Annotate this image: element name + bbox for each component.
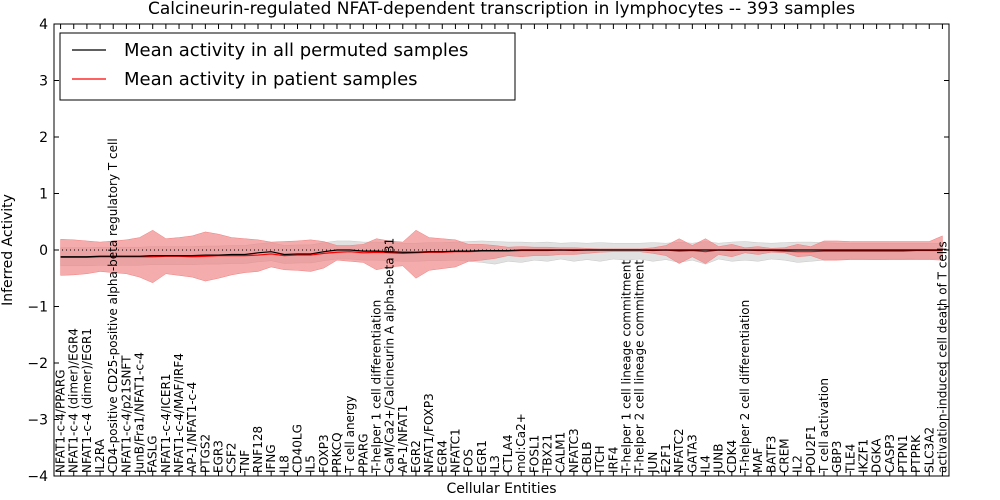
- y-tick-label: 4: [39, 17, 48, 33]
- x-tick-label: CSF2: [225, 442, 239, 473]
- x-tick-label: JUN: [646, 452, 660, 474]
- x-tick-label: E2F1: [659, 443, 673, 473]
- x-tick-label: CREM: [777, 438, 791, 473]
- x-tick-label: FASLG: [146, 435, 160, 473]
- legend-box: [59, 32, 516, 101]
- x-tick-label: IL8: [277, 455, 291, 473]
- y-tick-label: 1: [39, 187, 48, 203]
- x-tick-label: NFAT1-c-4 (dimer)/EGR1: [80, 328, 94, 473]
- x-tick-label: NFATC1: [448, 428, 462, 473]
- x-tick-label: FOS: [462, 449, 476, 473]
- x-tick-label: IL4: [699, 455, 713, 473]
- x-tick-label: RNF128: [251, 426, 265, 473]
- x-tick-label: T-helper 1 cell lineage commitment: [620, 260, 634, 474]
- x-tick-label: IL2RA: [93, 438, 107, 473]
- x-tick-label: NFAT1/FOXP3: [422, 393, 436, 473]
- x-tick-label: MAF: [751, 447, 765, 473]
- x-tick-label: DGKA: [870, 438, 884, 473]
- legend: Mean activity in all permuted samples Me…: [59, 32, 516, 101]
- x-tick-label: CD4-positive CD25-positive alpha-beta re…: [106, 138, 120, 473]
- y-tick-label: −4: [27, 469, 48, 485]
- x-tick-label: T cell anergy: [343, 396, 357, 474]
- series-lines: [60, 249, 943, 258]
- x-tick-label: NFATC2: [672, 428, 686, 473]
- x-tick-label: JUNB: [712, 443, 726, 474]
- x-tick-label: IKZF1: [856, 439, 870, 473]
- x-tick-label: GATA3: [685, 434, 699, 473]
- x-tick-label: NFAT1-c-4/ICER1: [159, 374, 173, 473]
- x-tick-label: EGR4: [435, 440, 449, 473]
- x-tick-label: POU2F1: [804, 425, 818, 473]
- y-tick-label: −2: [27, 356, 48, 372]
- x-tick-label: PRKCQ: [330, 432, 344, 473]
- x-tick-label: JunB/Fra1/NFAT1-c-4: [133, 352, 147, 474]
- x-tick-label: IL3: [488, 455, 502, 473]
- x-tick-label: NFAT1-c-4/PPARG: [54, 369, 68, 473]
- x-tick-label: CTLA4: [501, 434, 515, 473]
- x-tick-label: GBP3: [830, 441, 844, 473]
- x-tick-label: CD40LG: [290, 424, 304, 473]
- x-tick-label: IL2: [791, 455, 805, 473]
- x-axis: NFAT1-c-4/PPARG NFAT1-c-4 (dimer)/EGR4 NFA…: [54, 24, 949, 476]
- x-tick-label: NFAT1-c-4/MAF/IRF4: [172, 353, 186, 473]
- y-tick-label: −3: [27, 413, 48, 429]
- x-tick-label: CBLB: [580, 441, 594, 473]
- x-tick-label: CDK4: [725, 440, 739, 473]
- x-tick-label: EGR1: [475, 440, 489, 473]
- x-tick-label: ITCH: [593, 445, 607, 473]
- x-tick-label: IL5: [304, 455, 318, 473]
- x-tick-label: IRF4: [606, 447, 620, 473]
- line-permuted: [60, 249, 943, 258]
- x-tick-label: FOSL1: [527, 435, 541, 473]
- x-tick-label: CASP3: [883, 434, 897, 473]
- x-tick-label: PPARG: [356, 433, 370, 473]
- x-tick-label: PTPRK: [909, 434, 923, 473]
- x-tick-label: EGR2: [409, 440, 423, 473]
- x-tick-label: BATF3: [764, 436, 778, 473]
- y-axis: −4 −3 −2 −1 0 1 2 3 4: [27, 17, 949, 485]
- confidence-bands: [60, 229, 943, 284]
- legend-label-permuted: Mean activity in all permuted samples: [124, 40, 468, 61]
- x-tick-label: T-helper 1 cell differentiation: [369, 300, 383, 474]
- y-tick-label: −1: [27, 300, 48, 316]
- x-tick-label: NFAT1-c-4 (dimer)/EGR4: [67, 328, 81, 473]
- x-tick-label: AP-1/NFAT1: [396, 405, 410, 473]
- x-tick-label: NFAT1-c-4/p21SNFT: [119, 355, 133, 473]
- x-tick-label: AP-1/NFAT1-c-4: [185, 382, 199, 473]
- y-tick-label: 3: [39, 74, 48, 90]
- y-axis-label: Inferred Activity: [0, 194, 16, 306]
- x-axis-label: Cellular Entities: [446, 481, 556, 497]
- x-tick-label: PTGS2: [198, 434, 212, 473]
- x-tick-label: T-helper 2 cell lineage commitment: [633, 260, 647, 474]
- x-tick-label: TBX21: [541, 434, 555, 474]
- band-patient: [60, 229, 943, 284]
- y-tick-label: 2: [39, 130, 48, 146]
- x-tick-label: NFATC3: [567, 428, 581, 473]
- legend-label-patient: Mean activity in patient samples: [124, 69, 418, 90]
- x-tick-label: mol:Ca2+: [514, 413, 528, 473]
- x-tick-label: EGR3: [212, 440, 226, 473]
- x-tick-label: CALM1: [554, 432, 568, 473]
- x-tick-label: CaM/Ca2+/Calcineurin A alpha-beta B1: [383, 238, 397, 473]
- x-tick-label: activation-induced cell death of T cells: [935, 241, 949, 473]
- x-tick-label: PTPN1: [896, 435, 910, 473]
- x-tick-label: FOXP3: [317, 434, 331, 473]
- x-tick-label: TNF: [238, 450, 252, 474]
- x-tick-label: IFNG: [264, 444, 278, 473]
- y-tick-label: 0: [39, 243, 48, 259]
- x-tick-label: SLC3A2: [922, 427, 936, 473]
- x-tick-label: T-helper 2 cell differentiation: [738, 300, 752, 474]
- x-tick-label: T cell activation: [817, 378, 831, 474]
- x-tick-label: TLE4: [843, 444, 857, 474]
- chart-title: Calcineurin-regulated NFAT-dependent tra…: [148, 0, 855, 19]
